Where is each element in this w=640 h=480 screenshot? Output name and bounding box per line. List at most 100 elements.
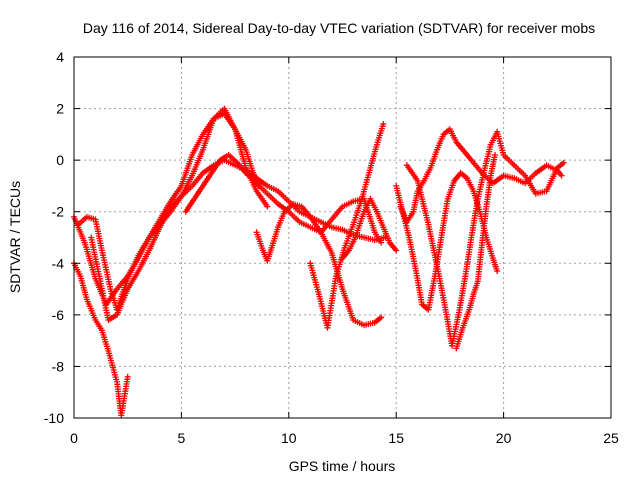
data-point-markers bbox=[511, 162, 527, 177]
data-point-markers bbox=[264, 203, 271, 210]
data-point-markers bbox=[290, 201, 303, 209]
data-point-markers bbox=[92, 216, 105, 251]
data-point-markers bbox=[543, 167, 560, 195]
data-point-markers bbox=[468, 157, 484, 175]
data-point-markers bbox=[434, 133, 446, 153]
data-point-markers bbox=[199, 171, 214, 189]
data-point-markers bbox=[339, 248, 351, 262]
data-point-markers bbox=[339, 199, 355, 210]
data-point-markers bbox=[487, 154, 498, 179]
data-point-markers bbox=[253, 180, 269, 195]
data-point-markers bbox=[124, 254, 141, 282]
data-point-markers bbox=[436, 273, 449, 311]
data-series bbox=[403, 128, 567, 349]
data-point-markers bbox=[446, 126, 459, 143]
data-point-markers bbox=[253, 175, 269, 188]
y-tick-label: -8 bbox=[52, 358, 65, 374]
data-point-markers bbox=[307, 213, 323, 234]
data-point-markers bbox=[75, 215, 89, 228]
y-tick-label: -4 bbox=[52, 255, 65, 271]
data-point-markers bbox=[189, 149, 205, 179]
data-point-markers bbox=[83, 296, 98, 321]
data-point-markers bbox=[242, 170, 258, 185]
grid-layer bbox=[74, 57, 611, 418]
data-point-markers bbox=[135, 249, 152, 274]
x-axis-label: GPS time / hours bbox=[289, 458, 396, 474]
data-point-markers bbox=[96, 275, 111, 321]
data-point-markers bbox=[124, 270, 141, 293]
data-point-markers bbox=[324, 275, 339, 331]
data-layer bbox=[71, 105, 567, 419]
data-point-markers bbox=[285, 208, 301, 224]
data-point-markers bbox=[427, 149, 440, 171]
x-tick-label: 15 bbox=[388, 430, 404, 446]
data-point-markers bbox=[474, 169, 487, 202]
data-point-markers bbox=[522, 172, 538, 195]
data-point-markers bbox=[281, 202, 295, 215]
chart-title: Day 116 of 2014, Sidereal Day-to-day VTE… bbox=[83, 20, 595, 36]
x-tick-label: 10 bbox=[281, 430, 297, 446]
data-point-markers bbox=[118, 376, 131, 419]
data-point-markers bbox=[217, 153, 230, 164]
y-axis-label: SDTVAR / TECUs bbox=[7, 181, 23, 293]
data-point-markers bbox=[492, 151, 499, 158]
data-point-markers bbox=[268, 226, 281, 251]
data-point-markers bbox=[232, 126, 248, 151]
data-point-markers bbox=[560, 159, 567, 166]
data-point-markers bbox=[156, 200, 173, 223]
data-point-markers bbox=[453, 139, 465, 152]
data-point-markers bbox=[393, 247, 400, 254]
data-point-markers bbox=[425, 221, 442, 277]
data-point-markers bbox=[350, 198, 365, 228]
data-point-markers bbox=[367, 144, 380, 171]
data-point-markers bbox=[380, 121, 387, 128]
data-point-markers bbox=[453, 327, 466, 352]
data-point-markers bbox=[474, 242, 485, 285]
data-point-markers bbox=[105, 312, 119, 323]
data-point-markers bbox=[146, 226, 162, 254]
data-point-markers bbox=[373, 123, 386, 148]
data-point-markers bbox=[554, 161, 566, 171]
y-tick-label: -10 bbox=[44, 410, 64, 426]
data-point-markers bbox=[455, 278, 468, 318]
data-point-markers bbox=[459, 309, 472, 331]
data-point-markers bbox=[371, 315, 383, 326]
data-point-markers bbox=[328, 205, 344, 223]
data-point-markers bbox=[81, 239, 98, 280]
data-point-markers bbox=[199, 117, 216, 138]
data-point-markers bbox=[307, 260, 322, 295]
data-point-markers bbox=[470, 280, 481, 298]
data-point-markers bbox=[532, 163, 548, 176]
data-point-markers bbox=[457, 170, 469, 180]
data-point-markers bbox=[253, 229, 266, 252]
data-point-markers bbox=[367, 195, 379, 213]
data-point-markers bbox=[77, 273, 90, 301]
data-point-markers bbox=[500, 152, 516, 167]
data-point-markers bbox=[242, 146, 255, 172]
data-point-markers bbox=[92, 317, 104, 332]
data-point-markers bbox=[178, 184, 194, 200]
x-tick-label: 0 bbox=[70, 430, 78, 446]
data-point-markers bbox=[275, 210, 287, 231]
x-tick-label: 20 bbox=[496, 430, 512, 446]
data-point-markers bbox=[98, 247, 113, 290]
data-point-markers bbox=[425, 275, 438, 313]
data-point-markers bbox=[264, 247, 274, 264]
data-point-markers bbox=[352, 211, 367, 241]
data-point-markers bbox=[345, 236, 358, 254]
data-point-markers bbox=[178, 154, 195, 189]
data-point-markers bbox=[264, 182, 279, 194]
data-point-markers bbox=[124, 373, 131, 380]
data-point-markers bbox=[210, 111, 226, 122]
data-point-markers bbox=[114, 288, 130, 318]
data-point-markers bbox=[403, 162, 420, 182]
data-point-markers bbox=[479, 206, 490, 246]
data-point-markers bbox=[221, 110, 237, 131]
data-point-markers bbox=[296, 219, 312, 230]
data-point-markers bbox=[189, 133, 205, 158]
data-point-markers bbox=[135, 236, 151, 259]
data-point-markers bbox=[464, 175, 476, 192]
data-point-markers bbox=[378, 314, 385, 321]
